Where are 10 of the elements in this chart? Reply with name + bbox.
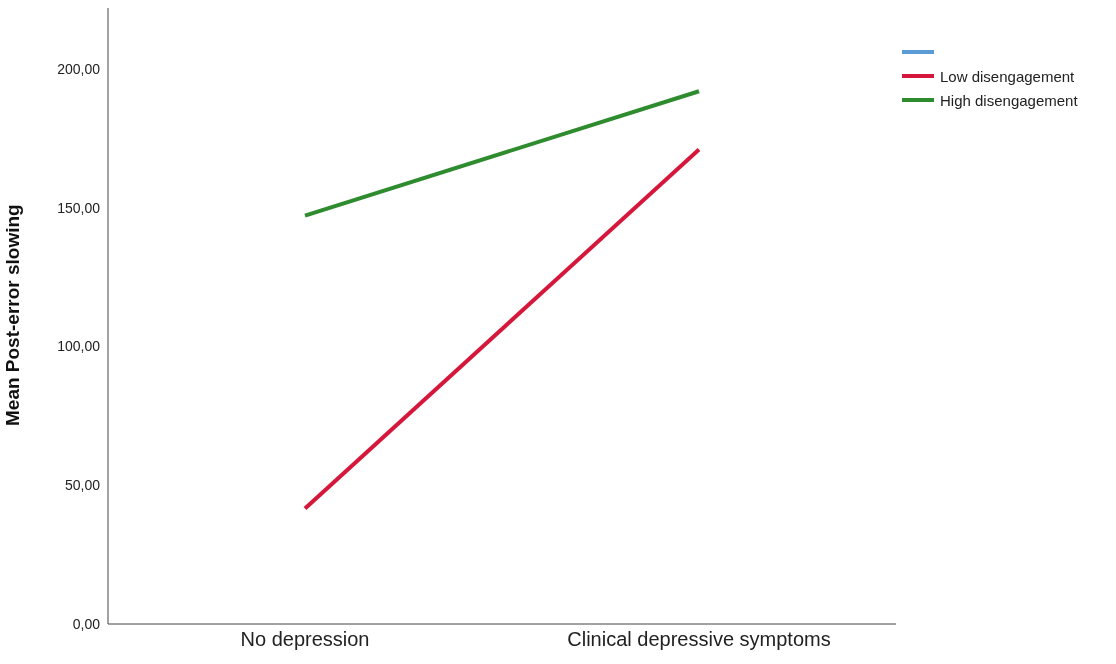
y-tick-label: 0,00 xyxy=(72,615,101,632)
y-tick-label: 50,00 xyxy=(64,477,101,494)
legend-label: High disengagement xyxy=(940,91,1078,109)
x-tick-label: Clinical depressive symptoms xyxy=(567,628,831,651)
y-tick-label: 100,00 xyxy=(57,338,101,355)
y-axis-title: Mean Post-error slowing xyxy=(1,204,23,426)
legend-label: Low disengagement xyxy=(940,67,1075,85)
y-tick-label: 150,00 xyxy=(57,199,101,216)
y-tick-label: 200,00 xyxy=(57,61,101,78)
x-tick-label: No depression xyxy=(240,628,370,651)
